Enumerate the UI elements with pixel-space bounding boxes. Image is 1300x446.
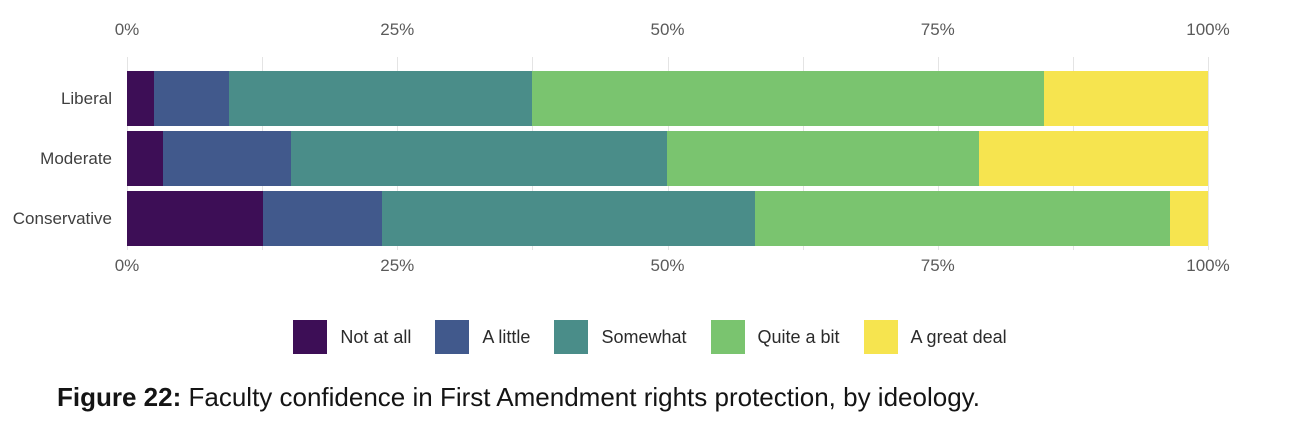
gridline: [1208, 57, 1209, 250]
bar-segment: [127, 131, 163, 186]
axis-tick-label: 0%: [114, 20, 140, 39]
bar-segment: [1170, 191, 1208, 246]
bar-segment: [127, 191, 264, 246]
x-axis-bottom: 0% 25% 50% 75% 100%: [115, 256, 1230, 276]
axis-tick-label: 0%: [114, 256, 140, 275]
caption-label: Figure 22:: [57, 382, 182, 412]
axis-tick-label: 75%: [920, 20, 955, 39]
bar-row-conservative: [127, 191, 1208, 246]
legend-swatch: [435, 320, 470, 354]
axis-tick-label: 100%: [1186, 256, 1230, 275]
bar-segment: [154, 71, 229, 126]
bar-segment: [382, 191, 756, 246]
legend-label: Somewhat: [601, 326, 687, 347]
category-label-conservative: Conservative: [12, 209, 112, 228]
axis-tick-label: 75%: [920, 256, 955, 275]
legend-item: Somewhat: [554, 320, 687, 354]
bar-segment: [162, 131, 292, 186]
axis-tick-label: 50%: [650, 20, 685, 39]
legend-label: A little: [482, 326, 531, 347]
bar-segment: [291, 131, 668, 186]
bar-segment: [228, 71, 533, 126]
legend-item: A little: [435, 320, 530, 354]
legend: Not at all A little Somewhat Quite a bit A g…: [0, 320, 1300, 354]
legend-item: Not at all: [293, 320, 411, 354]
bar-row-liberal: [127, 71, 1208, 126]
axis-tick-label: 25%: [380, 20, 415, 39]
x-axis-top: 0% 25% 50% 75% 100%: [115, 20, 1230, 40]
bar-row-moderate: [127, 131, 1208, 186]
legend-swatch: [710, 320, 745, 354]
legend-label: Quite a bit: [757, 326, 840, 347]
legend-swatch: [293, 320, 328, 354]
bar-segment: [532, 71, 1044, 126]
bar-segment: [127, 71, 155, 126]
legend-swatch: [554, 320, 589, 354]
legend-item: Quite a bit: [710, 320, 840, 354]
legend-swatch: [863, 320, 898, 354]
axis-tick-label: 50%: [650, 256, 685, 275]
axis-tick-label: 100%: [1186, 20, 1230, 39]
category-label-moderate: Moderate: [40, 149, 112, 168]
bar-segment: [1043, 71, 1208, 126]
category-label-liberal: Liberal: [60, 89, 112, 108]
bar-segment: [978, 131, 1208, 186]
bar-segment: [667, 131, 979, 186]
axis-tick-label: 25%: [380, 256, 415, 275]
stacked-bar-chart: 0% 25% 50% 75% 100% Liberal Moderate Conservat…: [12, 20, 1230, 276]
bar-segment: [755, 191, 1171, 246]
caption-text: Faculty confidence in First Amendment ri…: [188, 382, 980, 412]
legend-label: Not at all: [340, 326, 412, 347]
legend-label: A great deal: [910, 326, 1007, 347]
bar-segment: [263, 191, 383, 246]
legend-item: A great deal: [863, 320, 1007, 354]
figure-caption: Figure 22: Faculty confidence in First A…: [57, 381, 980, 413]
